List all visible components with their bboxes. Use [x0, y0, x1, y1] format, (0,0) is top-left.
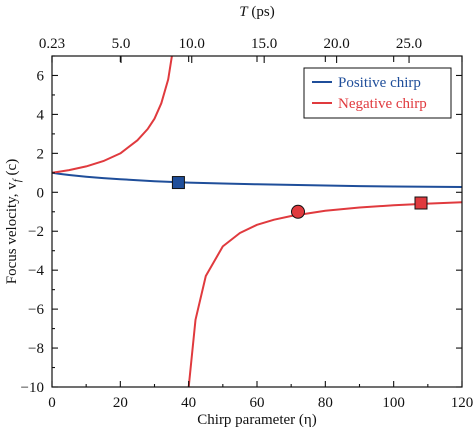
top-tick-label: 25.0 [396, 36, 422, 52]
top-axis-label: T (ps) [239, 4, 274, 20]
legend-entry: Positive chirp [338, 75, 421, 91]
top-tick-label: 15.0 [251, 36, 277, 52]
y-tick-label: 4 [37, 107, 45, 123]
top-tick-label: 10.0 [179, 36, 205, 52]
axes-layer: 0 20 40 60 80 100 120 −10 −8 −6 −4 −2 0 2 4 6 0.23 5.0 10.… [21, 36, 474, 411]
x-axis-label: Chirp parameter (η) [197, 412, 316, 428]
x-tick-label: 40 [181, 395, 196, 411]
y-tick-label: 2 [37, 146, 45, 162]
top-tick-label: 5.0 [112, 36, 131, 52]
x-tick-label: 120 [451, 395, 474, 411]
y-tick-label: −2 [28, 224, 44, 240]
y-tick-label: −10 [21, 380, 44, 396]
y-tick-label: −6 [28, 302, 44, 318]
y-axis-label: Focus velocity, vf (c) [4, 159, 23, 284]
data-marker-negative-1 [291, 204, 305, 219]
legend: Positive chirp Negative chirp [303, 67, 452, 119]
x-tick-label: 80 [318, 395, 333, 411]
x-tick-label: 20 [113, 395, 128, 411]
y-tick-label: 6 [37, 68, 45, 84]
axis-labels: Chirp parameter (η) T (ps) Focus velocit… [4, 4, 317, 428]
y-tick-label: −4 [28, 263, 44, 279]
x-tick-label: 0 [48, 395, 56, 411]
y-tick-label: −8 [28, 341, 44, 357]
plot-layer [52, 56, 462, 387]
data-marker-negative-2 [414, 196, 428, 210]
top-tick-label: 20.0 [323, 36, 349, 52]
legend-box [303, 67, 452, 119]
x-tick-label: 60 [250, 395, 265, 411]
data-marker-positive-1 [171, 176, 185, 190]
legend-entry: Negative chirp [338, 96, 427, 112]
top-tick-label: 0.23 [39, 36, 65, 52]
series-line-negative-chirp [52, 56, 462, 387]
y-tick-label: 0 [37, 185, 45, 201]
x-tick-label: 100 [382, 395, 405, 411]
series-line-positive-chirp [52, 171, 462, 188]
